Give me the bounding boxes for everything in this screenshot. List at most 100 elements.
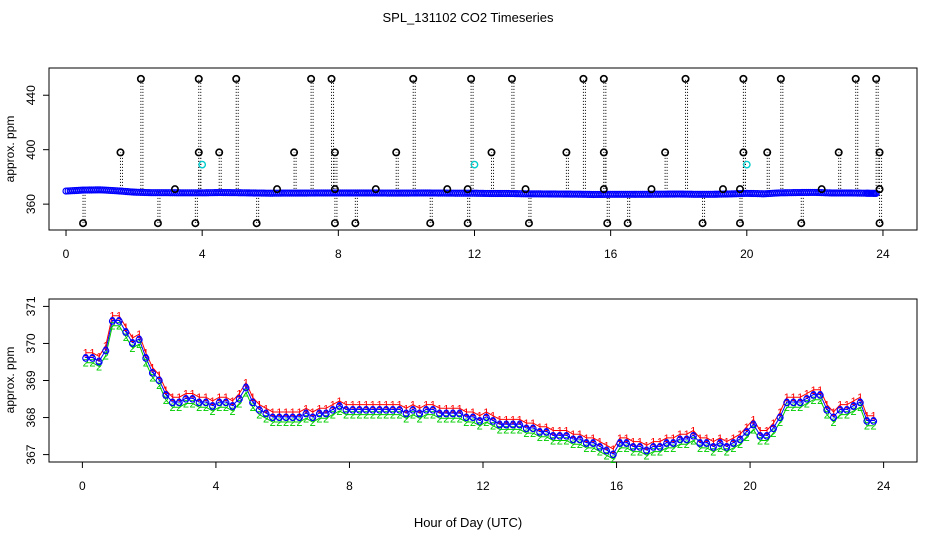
series-marker-1: 1 bbox=[96, 351, 102, 363]
co2-point bbox=[168, 399, 177, 407]
co2-point bbox=[736, 436, 744, 444]
series-marker-3: 3 bbox=[790, 397, 796, 409]
co2-point bbox=[723, 443, 731, 451]
series-marker-2: 2 bbox=[457, 413, 463, 425]
series-marker-3: 3 bbox=[617, 438, 623, 450]
series-marker-3: 3 bbox=[590, 438, 596, 450]
series-marker-1: 1 bbox=[203, 392, 209, 404]
flagged-point bbox=[739, 74, 748, 83]
co2-point bbox=[542, 428, 550, 436]
series-marker-2: 2 bbox=[563, 436, 569, 448]
series-marker-3: 3 bbox=[290, 412, 296, 424]
series-marker-2: 2 bbox=[784, 402, 790, 414]
co2-point bbox=[315, 410, 323, 418]
series-marker-3: 3 bbox=[563, 430, 569, 442]
series-marker-1: 1 bbox=[443, 403, 449, 415]
series-marker-1: 1 bbox=[730, 433, 736, 445]
flagged-point bbox=[330, 185, 339, 194]
series-marker-1: 1 bbox=[250, 392, 256, 404]
series-marker-2: 2 bbox=[483, 417, 489, 429]
series-marker-1: 1 bbox=[470, 407, 476, 419]
series-marker-3: 3 bbox=[116, 315, 122, 327]
series-marker-2: 2 bbox=[837, 410, 843, 422]
co2-point bbox=[335, 402, 343, 410]
co2-point bbox=[202, 399, 210, 407]
co2-point bbox=[189, 395, 197, 403]
series-marker-2: 2 bbox=[603, 450, 609, 462]
series-marker-3: 3 bbox=[490, 416, 496, 428]
bottom-plot-frame bbox=[48, 298, 918, 463]
series-marker-1: 1 bbox=[597, 437, 603, 449]
series-marker-2: 2 bbox=[316, 413, 322, 425]
flagged-point bbox=[681, 74, 690, 83]
series-marker-3: 3 bbox=[577, 434, 583, 446]
series-marker-3: 3 bbox=[183, 393, 189, 405]
co2-point bbox=[629, 443, 637, 451]
top-x-tick-label: 4 bbox=[199, 247, 206, 261]
co2-point bbox=[609, 451, 617, 459]
top-x-tick-label: 0 bbox=[63, 247, 70, 261]
series-marker-1: 1 bbox=[657, 437, 663, 449]
co2-point bbox=[763, 432, 771, 440]
series-marker-1: 1 bbox=[677, 429, 683, 441]
series-marker-3: 3 bbox=[163, 390, 169, 402]
series-marker-2: 2 bbox=[677, 439, 683, 451]
co2-point bbox=[683, 436, 691, 444]
flagged-point bbox=[136, 74, 145, 83]
series-marker-3: 3 bbox=[857, 397, 863, 409]
series-marker-3: 3 bbox=[824, 404, 830, 416]
top-x-tick-label: 24 bbox=[876, 247, 890, 261]
series-marker-2: 2 bbox=[570, 439, 576, 451]
series-marker-1: 1 bbox=[857, 392, 863, 404]
series-marker-1: 1 bbox=[623, 433, 629, 445]
series-marker-3: 3 bbox=[797, 397, 803, 409]
bottom-x-tick-label: 8 bbox=[346, 479, 353, 493]
co2-point bbox=[122, 328, 130, 336]
co2-point bbox=[349, 406, 357, 414]
series-marker-3: 3 bbox=[350, 404, 356, 416]
flagged-point bbox=[443, 185, 452, 194]
series-marker-3: 3 bbox=[871, 416, 877, 428]
series-marker-1: 1 bbox=[330, 400, 336, 412]
flagged-point bbox=[817, 185, 826, 194]
series-marker-1: 1 bbox=[851, 396, 857, 408]
bottom-x-tick-label: 24 bbox=[877, 479, 891, 493]
co2-point bbox=[235, 395, 243, 403]
series-marker-1: 1 bbox=[650, 437, 656, 449]
co2-point bbox=[195, 399, 203, 407]
series-marker-2: 2 bbox=[577, 439, 583, 451]
series-marker-3: 3 bbox=[550, 430, 556, 442]
series-marker-3: 3 bbox=[283, 412, 289, 424]
series-marker-1: 1 bbox=[664, 433, 670, 445]
flagged-point bbox=[116, 148, 125, 157]
series-marker-3: 3 bbox=[570, 434, 576, 446]
series-marker-1: 1 bbox=[804, 388, 810, 400]
top-axes: 0 4 8 12 16 20 24 360 400 440 bbox=[24, 85, 890, 261]
flagged-point bbox=[330, 219, 339, 228]
co2-point bbox=[395, 406, 404, 414]
series-marker-3: 3 bbox=[450, 408, 456, 420]
series-marker-1: 1 bbox=[296, 407, 302, 419]
co2-point bbox=[162, 391, 170, 399]
series-marker-2: 2 bbox=[430, 410, 436, 422]
series-marker-1: 1 bbox=[303, 403, 309, 415]
series-marker-2: 2 bbox=[410, 410, 416, 422]
series-marker-3: 3 bbox=[704, 438, 710, 450]
series-marker-1: 1 bbox=[149, 363, 155, 375]
series-marker-1: 1 bbox=[557, 426, 563, 438]
flagged-point bbox=[273, 185, 282, 194]
co2-point bbox=[416, 410, 424, 418]
alt-point bbox=[742, 160, 751, 169]
co2-point bbox=[422, 406, 430, 414]
co2-point bbox=[796, 399, 804, 407]
series-marker-2: 2 bbox=[263, 413, 269, 425]
flagged-point bbox=[170, 185, 179, 194]
series-marker-1: 1 bbox=[610, 444, 616, 456]
series-marker-3: 3 bbox=[390, 404, 396, 416]
series-marker-1: 1 bbox=[417, 403, 423, 415]
series-marker-2: 2 bbox=[617, 443, 623, 455]
series-marker-2: 2 bbox=[477, 421, 483, 433]
series-marker-3: 3 bbox=[543, 427, 549, 439]
series-marker-3: 3 bbox=[396, 404, 402, 416]
series-marker-1: 1 bbox=[116, 311, 122, 323]
